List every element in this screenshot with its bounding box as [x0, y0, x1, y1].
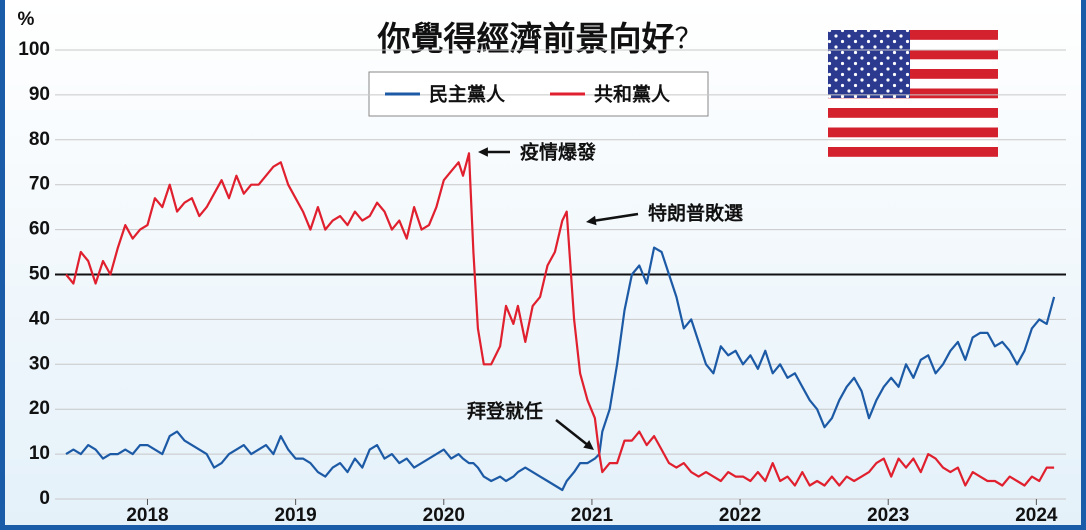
- y-tick-label: 40: [29, 308, 50, 329]
- title-text: 你覺得經濟前景向好: [376, 19, 674, 58]
- y-tick-label: 10: [29, 443, 50, 464]
- x-tick-label: 2020: [423, 505, 465, 526]
- y-tick-label: 30: [29, 353, 50, 374]
- annotation-arrow: [591, 212, 639, 223]
- chart-title: 你覺得經濟前景向好？: [376, 19, 702, 58]
- x-tick-label: 2024: [1015, 505, 1058, 526]
- y-tick-label: 70: [29, 174, 50, 195]
- y-tick-label: 100: [18, 39, 50, 60]
- annotation: 拜登就任: [467, 400, 543, 423]
- x-tick-label: 2019: [274, 505, 316, 526]
- annotation: 疫情爆發: [520, 141, 597, 164]
- data-line: [65, 152, 1055, 487]
- arrow-head: [478, 147, 488, 157]
- x-tick-label: 2023: [867, 505, 909, 526]
- arrow-head: [583, 440, 594, 450]
- x-tick-label: 2018: [126, 505, 168, 526]
- data-line: [65, 246, 1056, 492]
- annotation: 特朗普敗選: [648, 202, 743, 225]
- y-tick-label: 20: [29, 398, 50, 419]
- annotation-arrow: [555, 419, 591, 448]
- legend-box: [368, 71, 709, 117]
- x-tick-label: 2022: [719, 505, 761, 526]
- y-tick-label: 90: [29, 84, 50, 105]
- legend-label: 共和黨人: [594, 83, 671, 106]
- flag: [828, 30, 998, 157]
- x-tick-label: 2021: [571, 505, 614, 526]
- y-axis-label: %: [18, 9, 35, 30]
- legend-label: 民主黨人: [429, 83, 506, 106]
- y-tick-label: 50: [29, 264, 50, 285]
- y-tick-label: 0: [39, 488, 50, 509]
- y-tick-label: 80: [29, 129, 50, 150]
- arrow-head: [586, 215, 597, 226]
- y-tick-label: 60: [29, 219, 50, 240]
